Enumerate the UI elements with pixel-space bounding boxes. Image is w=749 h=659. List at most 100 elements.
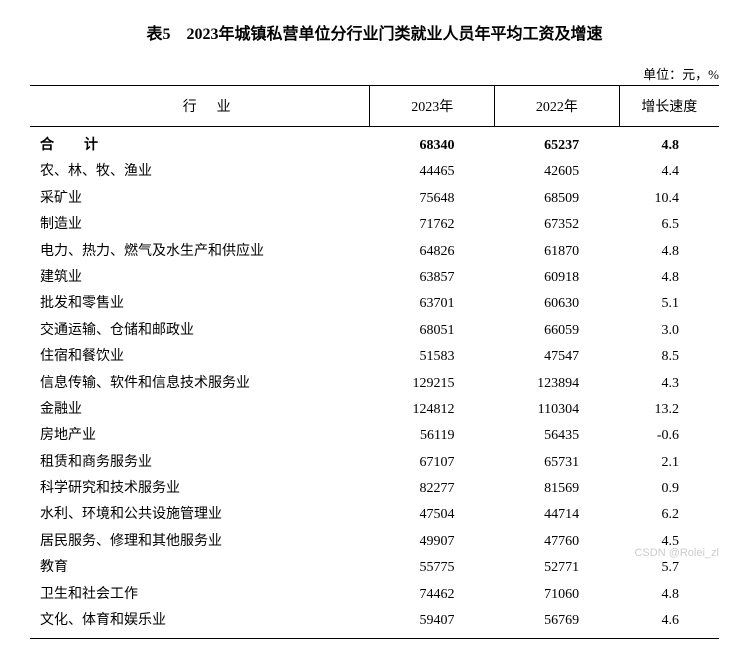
table-row: 科学研究和技术服务业82277815690.9	[30, 476, 719, 502]
table-row: 农、林、牧、渔业44465426054.4	[30, 159, 719, 185]
table-row: 房地产业5611956435-0.6	[30, 423, 719, 449]
cell-2022: 47547	[495, 344, 620, 370]
cell-2022: 65731	[495, 450, 620, 476]
table-row: 金融业12481211030413.2	[30, 397, 719, 423]
cell-growth: 8.5	[619, 344, 719, 370]
cell-2023: 129215	[370, 371, 495, 397]
cell-2022: 110304	[495, 397, 620, 423]
cell-label: 交通运输、仓储和邮政业	[30, 318, 370, 344]
cell-growth: 4.8	[619, 582, 719, 608]
cell-growth: 4.8	[619, 265, 719, 291]
cell-growth: -0.6	[619, 423, 719, 449]
cell-label: 科学研究和技术服务业	[30, 476, 370, 502]
table-row: 制造业71762673526.5	[30, 212, 719, 238]
cell-2022: 66059	[495, 318, 620, 344]
cell-2022: 60918	[495, 265, 620, 291]
table-header-row: 行业 2023年 2022年 增长速度	[30, 86, 719, 127]
cell-2022: 56435	[495, 423, 620, 449]
cell-2022: 42605	[495, 159, 620, 185]
cell-growth: 0.9	[619, 476, 719, 502]
table-row: 文化、体育和娱乐业59407567694.6	[30, 608, 719, 639]
cell-2022: 81569	[495, 476, 620, 502]
cell-label: 制造业	[30, 212, 370, 238]
cell-label: 批发和零售业	[30, 291, 370, 317]
cell-2022: 71060	[495, 582, 620, 608]
cell-label: 教育	[30, 555, 370, 581]
watermark: CSDN @Rolei_zl	[634, 547, 719, 559]
cell-2023: 74462	[370, 582, 495, 608]
wage-table: 行业 2023年 2022年 增长速度 合 计68340652374.8农、林、…	[30, 85, 719, 639]
cell-2023: 67107	[370, 450, 495, 476]
table-row: 交通运输、仓储和邮政业68051660593.0	[30, 318, 719, 344]
cell-2022: 52771	[495, 555, 620, 581]
unit-label: 单位：元，%	[30, 64, 719, 83]
cell-growth: 5.7	[619, 555, 719, 581]
cell-2022: 47760	[495, 529, 620, 555]
table-row: 采矿业756486850910.4	[30, 186, 719, 212]
cell-label: 水利、环境和公共设施管理业	[30, 502, 370, 528]
cell-2023: 82277	[370, 476, 495, 502]
cell-growth: 13.2	[619, 397, 719, 423]
cell-growth: 5.1	[619, 291, 719, 317]
cell-growth: 6.5	[619, 212, 719, 238]
cell-2023: 63857	[370, 265, 495, 291]
cell-2023: 64826	[370, 239, 495, 265]
cell-label: 房地产业	[30, 423, 370, 449]
cell-label: 合 计	[30, 127, 370, 160]
cell-growth: 3.0	[619, 318, 719, 344]
col-industry: 行业	[30, 86, 370, 127]
cell-label: 信息传输、软件和信息技术服务业	[30, 371, 370, 397]
col-growth: 增长速度	[619, 86, 719, 127]
table-row: 电力、热力、燃气及水生产和供应业64826618704.8	[30, 239, 719, 265]
cell-2022: 61870	[495, 239, 620, 265]
cell-2023: 49907	[370, 529, 495, 555]
cell-2022: 60630	[495, 291, 620, 317]
cell-label: 电力、热力、燃气及水生产和供应业	[30, 239, 370, 265]
cell-growth: 4.6	[619, 608, 719, 639]
cell-growth: 6.2	[619, 502, 719, 528]
cell-growth: 4.3	[619, 371, 719, 397]
cell-2022: 65237	[495, 127, 620, 160]
cell-2022: 67352	[495, 212, 620, 238]
cell-2023: 59407	[370, 608, 495, 639]
table-row: 卫生和社会工作74462710604.8	[30, 582, 719, 608]
table-total-row: 合 计68340652374.8	[30, 127, 719, 160]
cell-2023: 124812	[370, 397, 495, 423]
cell-2023: 55775	[370, 555, 495, 581]
table-title: 表5 2023年城镇私营单位分行业门类就业人员年平均工资及增速	[30, 20, 719, 44]
table-row: 信息传输、软件和信息技术服务业1292151238944.3	[30, 371, 719, 397]
cell-2023: 47504	[370, 502, 495, 528]
cell-2022: 44714	[495, 502, 620, 528]
cell-2023: 75648	[370, 186, 495, 212]
cell-2023: 68340	[370, 127, 495, 160]
cell-2023: 63701	[370, 291, 495, 317]
cell-growth: 4.4	[619, 159, 719, 185]
cell-label: 住宿和餐饮业	[30, 344, 370, 370]
cell-2023: 56119	[370, 423, 495, 449]
cell-growth: 10.4	[619, 186, 719, 212]
table-row: 教育55775527715.7	[30, 555, 719, 581]
cell-growth: 4.8	[619, 127, 719, 160]
cell-2022: 123894	[495, 371, 620, 397]
cell-2023: 51583	[370, 344, 495, 370]
cell-label: 金融业	[30, 397, 370, 423]
cell-label: 卫生和社会工作	[30, 582, 370, 608]
cell-label: 文化、体育和娱乐业	[30, 608, 370, 639]
cell-label: 租赁和商务服务业	[30, 450, 370, 476]
table-row: 建筑业63857609184.8	[30, 265, 719, 291]
col-2022: 2022年	[495, 86, 620, 127]
table-row: 住宿和餐饮业51583475478.5	[30, 344, 719, 370]
table-row: 租赁和商务服务业67107657312.1	[30, 450, 719, 476]
cell-label: 采矿业	[30, 186, 370, 212]
table-row: 水利、环境和公共设施管理业47504447146.2	[30, 502, 719, 528]
col-2023: 2023年	[370, 86, 495, 127]
cell-2023: 44465	[370, 159, 495, 185]
cell-label: 建筑业	[30, 265, 370, 291]
cell-growth: 2.1	[619, 450, 719, 476]
cell-2023: 68051	[370, 318, 495, 344]
cell-2023: 71762	[370, 212, 495, 238]
cell-growth: 4.8	[619, 239, 719, 265]
cell-label: 居民服务、修理和其他服务业	[30, 529, 370, 555]
table-row: 批发和零售业63701606305.1	[30, 291, 719, 317]
cell-label: 农、林、牧、渔业	[30, 159, 370, 185]
